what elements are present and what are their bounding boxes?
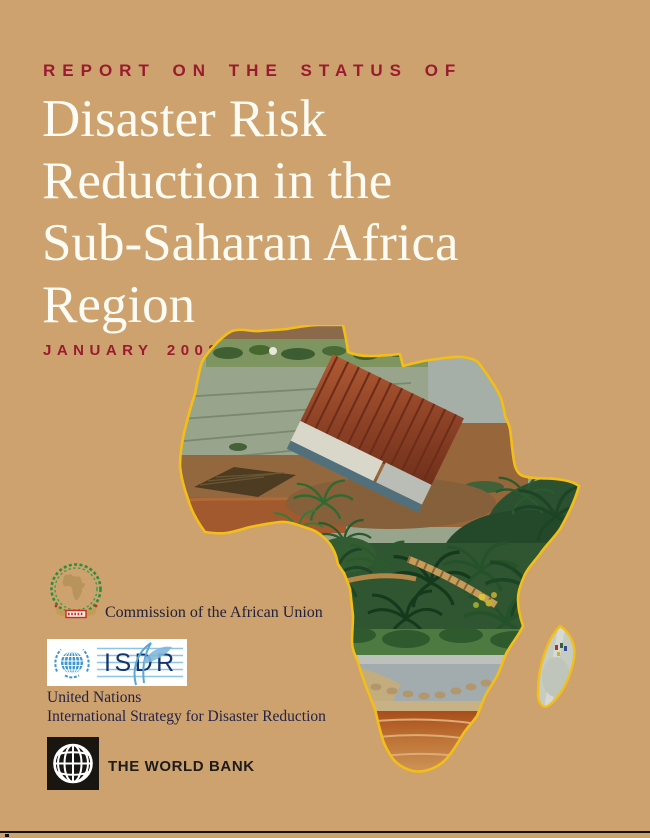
un-caption-line-1: United Nations [47,689,142,706]
page-bottom-rule [0,831,650,833]
un-isdr-caption: United Nations International Strategy fo… [47,688,326,726]
african-union-caption: Commission of the African Union [105,604,323,621]
title-line-4: Region [42,276,196,334]
world-bank-label: THE WORLD BANK [108,758,255,775]
title-line-2: Reduction in the [42,152,393,210]
report-date: JANUARY 2008 [43,342,223,359]
page-bottom-tick [5,834,9,837]
title-line-3: Sub-Saharan Africa [42,214,459,272]
african-union-logo-icon [50,563,102,619]
un-caption-line-2: International Strategy for Disaster Redu… [47,708,326,725]
title-line-1: Disaster Risk [42,90,327,148]
isdr-leaf-icon [133,642,152,686]
un-emblem-icon [54,648,90,679]
un-isdr-logo-icon: ISDR [47,639,187,686]
report-title: Disaster Risk Reduction in the Sub-Sahar… [42,88,459,336]
africa-map-collage [178,325,581,773]
report-eyebrow: REPORT ON THE STATUS OF [43,61,463,80]
world-bank-logo-icon [47,737,99,790]
